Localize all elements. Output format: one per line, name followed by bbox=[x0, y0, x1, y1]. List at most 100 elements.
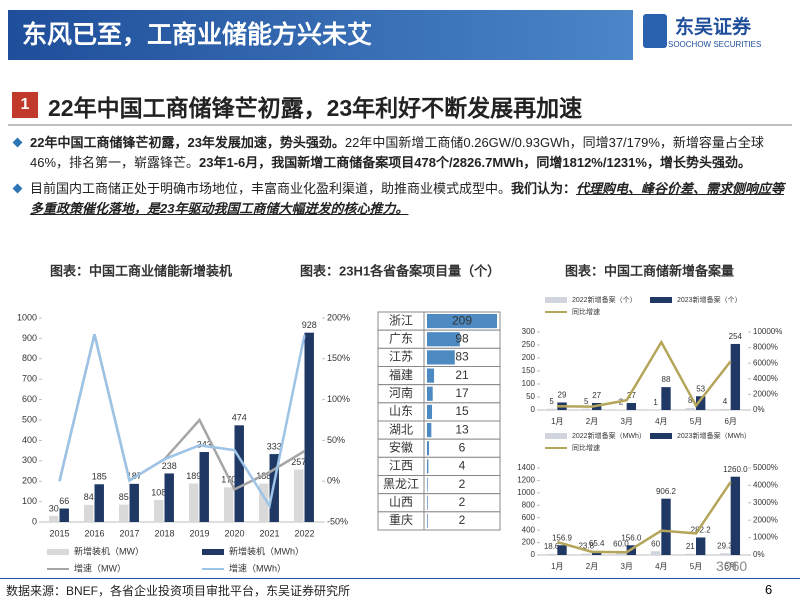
bar bbox=[427, 386, 433, 401]
bullet-text: 代理购电、峰谷价差、需求侧响应等多重政策催化落地，是23年驱动我国工商储大幅迸发… bbox=[30, 181, 785, 216]
y-tick-label: 200 bbox=[522, 538, 536, 547]
bar-value-label: 4 bbox=[723, 397, 728, 406]
bullet: 22年中国工商储锋芒初露，23年发展加速，势头强劲。22年中国新增工商储0.26… bbox=[30, 133, 785, 173]
y-tick-label: 700 bbox=[22, 374, 37, 384]
row-label: 浙江 bbox=[389, 313, 413, 327]
bar-value-label: 29 bbox=[558, 391, 567, 400]
bar-value-label: 185 bbox=[92, 472, 107, 482]
bar bbox=[581, 408, 591, 410]
chart-title: 图表：23H1各省备案项目量（个） bbox=[300, 263, 500, 278]
bar bbox=[581, 553, 591, 555]
x-tick-label: 2015 bbox=[49, 528, 69, 538]
row-label: 河南 bbox=[389, 385, 413, 400]
legend-swatch bbox=[650, 297, 672, 303]
x-tick-label: 4月 bbox=[655, 562, 667, 571]
bar bbox=[427, 513, 428, 528]
row-value: 2 bbox=[459, 495, 466, 509]
y2-tick-label: 1000% bbox=[753, 533, 778, 542]
line bbox=[58, 334, 306, 492]
legend-swatch bbox=[47, 549, 69, 555]
section-title: 22年中国工商储锋芒初露，23年利好不断发展再加速 bbox=[48, 95, 583, 121]
bar-value-label: 333 bbox=[267, 441, 282, 451]
bar bbox=[164, 473, 174, 522]
y2-tick-label: 200% bbox=[327, 312, 350, 322]
bar-value-label: 5 bbox=[549, 397, 554, 406]
bar bbox=[427, 441, 430, 456]
bar-value-label: 343 bbox=[197, 439, 212, 449]
bar bbox=[304, 332, 314, 522]
x-tick-label: 2021 bbox=[259, 528, 279, 538]
header-title: 东风已至，工商业储能方兴未艾 bbox=[8, 10, 633, 60]
y2-tick-label: 10000% bbox=[753, 327, 782, 336]
legend-label: 新增装机（MWh） bbox=[229, 545, 304, 556]
y-tick-label: 100 bbox=[522, 379, 536, 388]
bar-value-label: 60 bbox=[651, 539, 660, 548]
x-tick-label: 2月 bbox=[586, 417, 598, 426]
bar-value-label: 23.8 bbox=[578, 542, 594, 551]
y-tick-label: 50 bbox=[526, 392, 535, 401]
row-value: 17 bbox=[455, 386, 469, 400]
y2-tick-label: 150% bbox=[327, 353, 350, 363]
bar-value-label: 60.0 bbox=[613, 539, 629, 548]
x-tick-label: 2016 bbox=[84, 528, 104, 538]
bullet: 目前国内工商储正处于明确市场地位，丰富商业化盈利渠道，助推商业模式成型中。我们认… bbox=[30, 179, 785, 219]
bar-value-label: 257 bbox=[291, 457, 306, 467]
bullet-text: 目前国内工商储正处于明确市场地位，丰富商业化盈利渠道，助推商业模式成型中。 bbox=[30, 181, 512, 196]
bar-value-label: 85 bbox=[119, 492, 129, 502]
x-tick-label: 3月 bbox=[620, 417, 632, 426]
y-tick-label: 800 bbox=[22, 353, 37, 363]
bar bbox=[427, 368, 435, 383]
y-tick-label: 800 bbox=[522, 500, 536, 509]
logo-name: 东吴证券 bbox=[675, 17, 752, 38]
x-tick-label: 2月 bbox=[586, 562, 598, 571]
bullet-text: 23年1-6月，我国新增工商储备案项目478个/2826.7MWh，同增1812… bbox=[199, 155, 751, 170]
row-label: 江西 bbox=[389, 459, 413, 473]
y-tick-label: 1200 bbox=[517, 476, 535, 485]
bar bbox=[616, 409, 626, 410]
legend-label: 同比增速 bbox=[572, 443, 600, 452]
bar bbox=[696, 537, 706, 555]
bar-value-label: 21 bbox=[686, 542, 695, 551]
row-value: 209 bbox=[452, 313, 472, 327]
bullet-list: 22年中国工商储锋芒初露，23年发展加速，势头强劲。22年中国新增工商储0.26… bbox=[30, 133, 785, 225]
y2-tick-label: 2000% bbox=[753, 515, 778, 524]
row-label: 福建 bbox=[389, 367, 413, 382]
legend-swatch bbox=[202, 549, 224, 555]
bar-value-label: 30 bbox=[49, 503, 59, 513]
bar-value-label: 156.0 bbox=[621, 533, 642, 542]
legend-label: 同比增速 bbox=[572, 307, 600, 316]
row-value: 2 bbox=[459, 477, 466, 491]
bar-value-label: 27 bbox=[627, 391, 636, 400]
row-label: 山西 bbox=[389, 495, 413, 509]
y2-tick-label: 6000% bbox=[753, 358, 778, 367]
y-tick-label: 400 bbox=[22, 435, 37, 445]
x-tick-label: 2019 bbox=[189, 528, 209, 538]
bar-value-label: 1 bbox=[653, 398, 658, 407]
divider bbox=[0, 578, 800, 579]
bar-value-label: 928 bbox=[302, 320, 317, 330]
source-note: 数据来源：BNEF，各省企业投资项目审批平台，东吴证券研究所 bbox=[6, 584, 351, 598]
line bbox=[556, 481, 732, 554]
y2-tick-label: 0% bbox=[753, 550, 765, 559]
legend-swatch bbox=[545, 433, 567, 439]
y-tick-label: 1000 bbox=[517, 488, 535, 497]
y2-tick-label: 0% bbox=[327, 476, 340, 486]
row-label: 湖北 bbox=[389, 421, 413, 436]
section-number: 1 bbox=[12, 92, 38, 118]
logo-mark bbox=[643, 14, 667, 48]
bar-value-label: 66 bbox=[59, 496, 69, 506]
legend-label: 增速（MW） bbox=[74, 562, 126, 573]
bar bbox=[650, 551, 661, 555]
bar bbox=[119, 504, 129, 522]
row-label: 安徽 bbox=[389, 439, 413, 454]
y-tick-label: 0 bbox=[531, 405, 536, 414]
x-tick-label: 6月 bbox=[724, 562, 736, 571]
y-tick-label: 600 bbox=[22, 394, 37, 404]
y2-tick-label: 4000% bbox=[753, 374, 778, 383]
y-tick-label: 200 bbox=[522, 353, 536, 362]
y-tick-label: 100 bbox=[22, 496, 37, 506]
y-tick-label: 0 bbox=[32, 516, 37, 526]
bar bbox=[427, 404, 433, 419]
row-value: 98 bbox=[455, 331, 469, 345]
